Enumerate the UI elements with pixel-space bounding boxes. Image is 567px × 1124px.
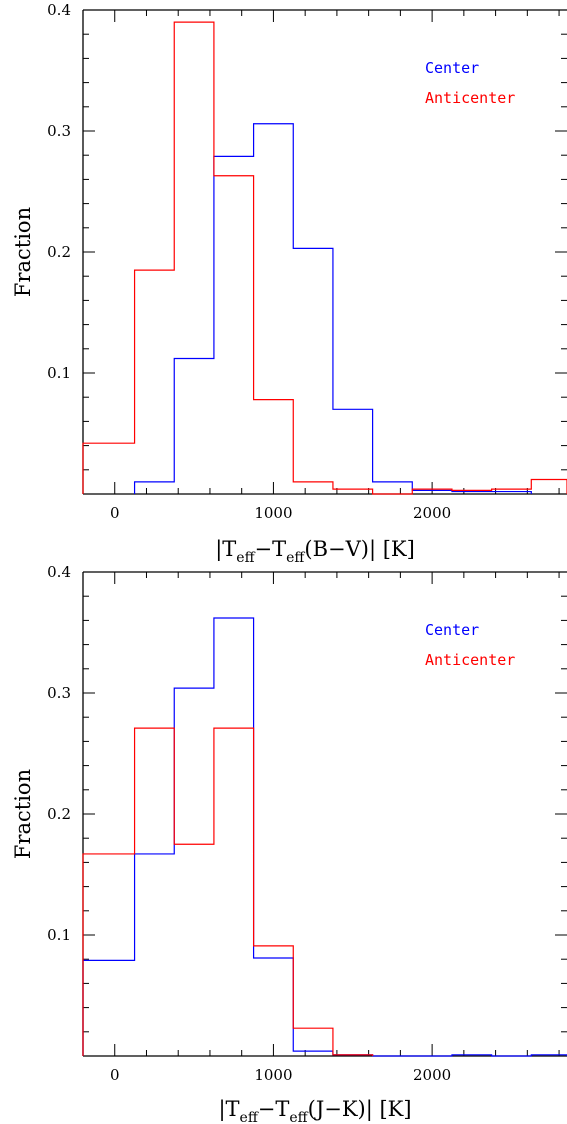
histogram-bin bbox=[333, 489, 373, 494]
x-tick-label: 2000 bbox=[413, 504, 451, 522]
histogram-bin bbox=[83, 960, 135, 1056]
y-axis-title: Fraction bbox=[11, 769, 35, 859]
histogram-bin bbox=[254, 124, 294, 494]
series-center bbox=[82, 617, 567, 1057]
histogram-bin bbox=[214, 618, 254, 1056]
histogram-bin bbox=[254, 958, 294, 1056]
histogram-bin bbox=[174, 22, 214, 494]
y-tick-label: 0.3 bbox=[47, 684, 71, 702]
bottom-histogram-panel: 0.1 0.2 0.3 0.4 0 1000 2000 Center Anticenter Fra… bbox=[11, 563, 567, 1124]
histogram-bin bbox=[254, 946, 294, 1056]
histogram-bin bbox=[214, 156, 254, 494]
x-axis-title-part: (B−V)| [K] bbox=[304, 537, 414, 562]
y-tick-label: 0.1 bbox=[47, 926, 71, 944]
histogram-bin bbox=[373, 482, 413, 494]
x-axis-title-part: |T bbox=[215, 537, 236, 562]
y-tick-label: 0.4 bbox=[47, 1, 71, 19]
legend-label-center: Center bbox=[425, 59, 479, 77]
series-center bbox=[133, 123, 532, 494]
histogram-bin bbox=[293, 1051, 333, 1056]
histogram-bin bbox=[135, 270, 175, 494]
legend-label-center: Center bbox=[425, 621, 479, 639]
x-axis-title-part: (J−K)| [K] bbox=[308, 1097, 412, 1122]
legend-label-anticenter: Anticenter bbox=[425, 651, 515, 669]
y-axis-title: Fraction bbox=[11, 207, 35, 297]
histogram-bin bbox=[254, 400, 294, 494]
x-axis-title-part: eff bbox=[236, 550, 255, 566]
x-tick-label: 2000 bbox=[413, 1066, 451, 1084]
x-axis-title-part: eff bbox=[286, 550, 305, 566]
series-anticenter bbox=[82, 727, 374, 1056]
histogram-bin bbox=[293, 1028, 333, 1056]
histogram-bin bbox=[214, 728, 254, 1056]
histogram-step-line bbox=[82, 727, 374, 1056]
top-histogram-panel: 0.1 0.2 0.3 0.4 0 1000 2000 Center Anticenter Fra… bbox=[11, 1, 567, 566]
histogram-bin bbox=[174, 844, 214, 1056]
x-tick-label: 0 bbox=[110, 1066, 120, 1084]
histogram-step-line bbox=[133, 123, 532, 494]
histogram-bin bbox=[333, 409, 373, 494]
x-axis-title-part: eff bbox=[289, 1110, 308, 1124]
x-axis-title: |Teff−Teff(J−K)| [K] bbox=[218, 1097, 411, 1124]
y-tick-label: 0.2 bbox=[47, 805, 71, 823]
x-axis-title-part: |T bbox=[218, 1097, 239, 1122]
x-axis-title: |Teff−Teff(B−V)| [K] bbox=[215, 537, 415, 566]
histogram-bin bbox=[83, 854, 135, 1056]
x-axis-title-part: −T bbox=[258, 1097, 290, 1121]
histogram-bin bbox=[174, 688, 214, 1056]
histogram-bin bbox=[135, 728, 175, 1056]
y-tick-label: 0.4 bbox=[47, 563, 71, 581]
histogram-bin bbox=[214, 176, 254, 494]
x-tick-label: 1000 bbox=[254, 504, 292, 522]
legend-label-anticenter: Anticenter bbox=[425, 89, 515, 107]
histogram-step-line bbox=[82, 21, 567, 495]
histogram-step-line bbox=[82, 617, 567, 1057]
x-tick-label: 1000 bbox=[254, 1066, 292, 1084]
series-anticenter bbox=[82, 21, 567, 495]
x-tick-label: 0 bbox=[110, 504, 120, 522]
y-tick-label: 0.1 bbox=[47, 364, 71, 382]
x-axis-title-part: −T bbox=[255, 537, 287, 561]
y-tick-label: 0.3 bbox=[47, 122, 71, 140]
histogram-bin bbox=[135, 854, 175, 1056]
histogram-bin bbox=[531, 479, 567, 494]
histogram-bin bbox=[293, 482, 333, 494]
histogram-bin bbox=[174, 358, 214, 494]
histogram-bin bbox=[293, 248, 333, 494]
y-tick-label: 0.2 bbox=[47, 243, 71, 261]
x-axis-title-part: eff bbox=[240, 1110, 259, 1124]
histogram-bin bbox=[83, 443, 135, 494]
histogram-bin bbox=[135, 482, 175, 494]
